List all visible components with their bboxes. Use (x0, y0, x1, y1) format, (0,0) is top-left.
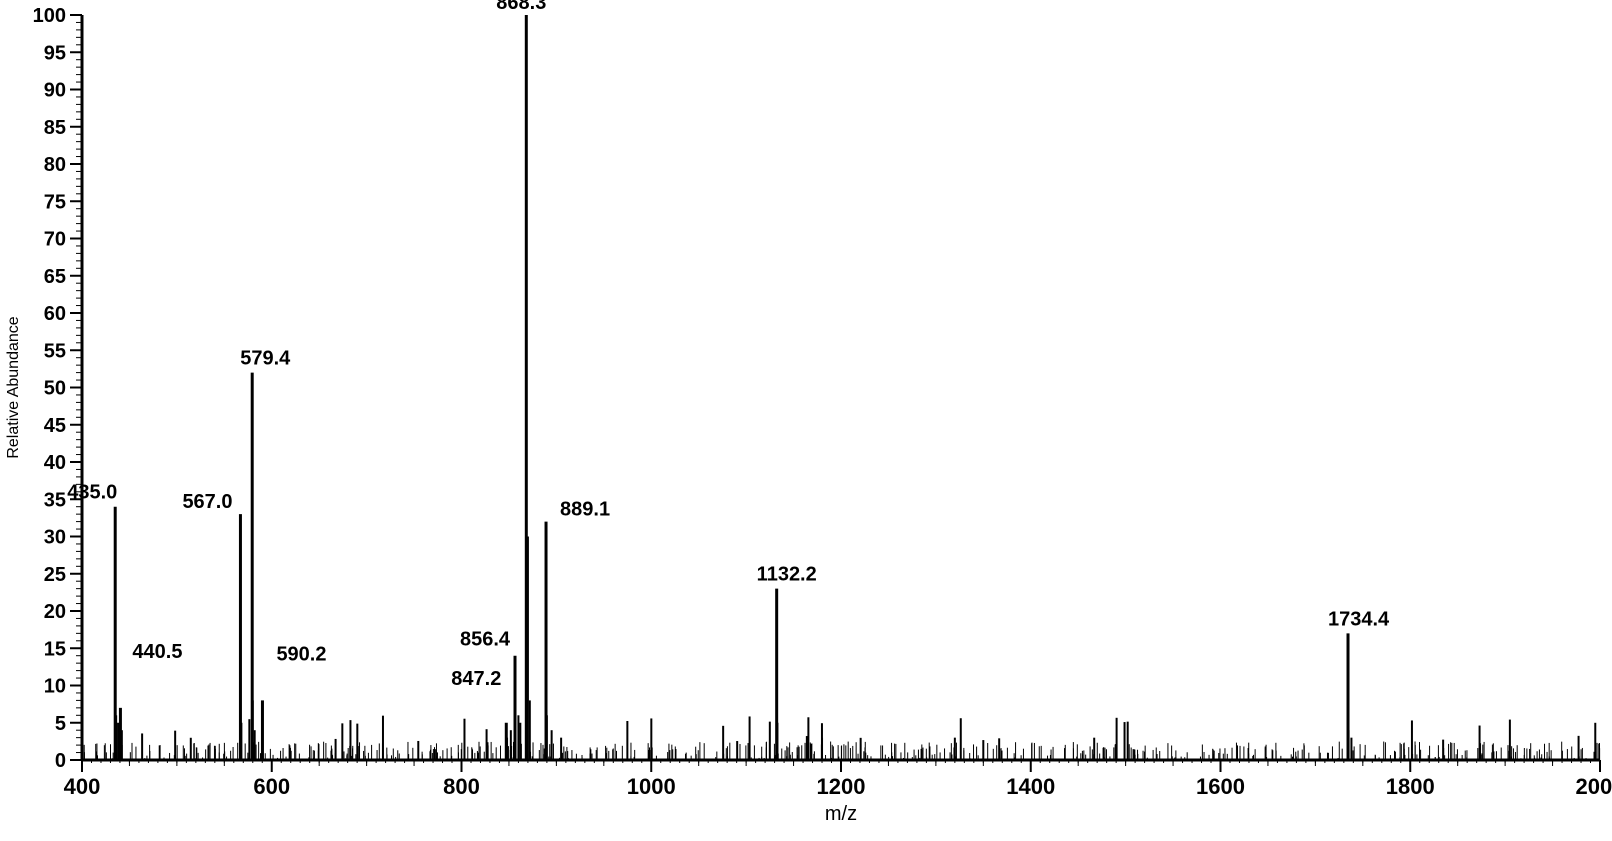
y-tick-label: 50 (44, 378, 66, 400)
y-tick-label: 65 (44, 266, 66, 288)
y-tick-label: 0 (55, 750, 66, 772)
peak-label: 889.1 (560, 499, 610, 521)
peak-label: 435.0 (67, 482, 117, 504)
peak-label: 1734.4 (1328, 608, 1390, 630)
x-tick-label: 1400 (1006, 774, 1055, 799)
peak-label: 1132.2 (757, 564, 817, 586)
x-tick-label: 800 (443, 774, 480, 799)
x-tick-label: 2000 (1576, 774, 1612, 799)
y-tick-label: 85 (44, 117, 66, 139)
peak-label: 847.2 (451, 668, 501, 690)
x-tick-label: 400 (64, 774, 101, 799)
mass-spectrum-chart: 0 5 10 15 20 25 30 35 40 45 50 55 60 65 70 75 80 85 90 95 10… (0, 0, 1612, 841)
peak-label: 868.3 (496, 0, 546, 14)
y-tick-label: 15 (44, 638, 66, 660)
y-tick-label: 20 (44, 601, 66, 623)
y-tick-label: 100 (33, 5, 66, 27)
peak-label: 579.4 (240, 348, 291, 370)
x-tick-label: 1800 (1386, 774, 1435, 799)
chart-svg: 0 5 10 15 20 25 30 35 40 45 50 55 60 65 70 75 80 85 90 95 10… (0, 0, 1612, 841)
x-tick-label: 1600 (1196, 774, 1245, 799)
y-tick-label: 55 (44, 340, 66, 362)
y-tick-label: 95 (44, 42, 66, 64)
y-tick-label: 10 (44, 676, 66, 698)
y-tick-label: 5 (55, 713, 66, 735)
peak-label: 440.5 (132, 641, 182, 663)
x-axis-label: m/z (825, 803, 857, 825)
peak-label: 590.2 (276, 643, 326, 665)
y-axis-label: Relative Abundance (5, 316, 22, 458)
y-tick-label: 45 (44, 415, 66, 437)
x-tick-label: 1000 (627, 774, 676, 799)
y-tick-label: 35 (44, 489, 66, 511)
y-tick-label: 90 (44, 80, 66, 102)
x-tick-label: 600 (253, 774, 290, 799)
y-tick-label: 60 (44, 303, 66, 325)
y-tick-label: 75 (44, 191, 66, 213)
y-tick-label: 30 (44, 527, 66, 549)
peak-label: 567.0 (182, 491, 232, 513)
y-tick-label: 40 (44, 452, 66, 474)
x-tick-label: 1200 (817, 774, 866, 799)
y-tick-label: 25 (44, 564, 66, 586)
y-tick-label: 70 (44, 229, 66, 251)
peak-label: 856.4 (460, 629, 511, 651)
y-tick-label: 80 (44, 154, 66, 176)
